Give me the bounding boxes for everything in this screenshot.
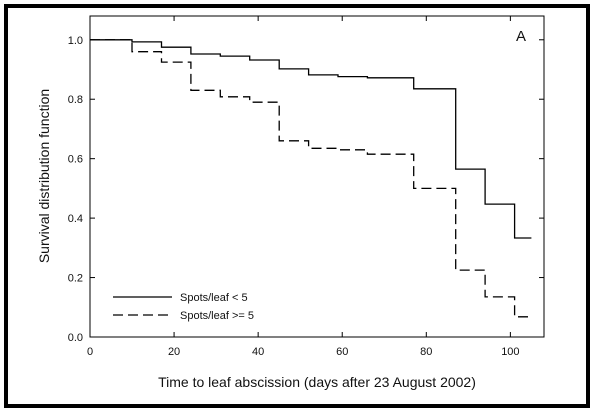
y-axis-label: Survival distribution function: [36, 89, 52, 263]
x-tick-label: 100: [501, 346, 519, 358]
x-tick-label: 40: [252, 346, 264, 358]
x-tick-label: 0: [87, 346, 93, 358]
plot-box: [89, 15, 545, 338]
x-axis: 0 20 40 60 80 100: [87, 16, 520, 358]
y-tick-label: 0.4: [68, 213, 83, 225]
x-tick-label: 60: [336, 346, 348, 358]
legend: Spots/leaf < 5 Spots/leaf >= 5: [113, 292, 254, 322]
y-tick-label: 0.2: [68, 273, 83, 285]
x-tick-label: 80: [420, 346, 432, 358]
x-axis-label: Time to leaf abscission (days after 23 A…: [158, 374, 476, 390]
outer-frame: [4, 4, 590, 408]
x-tick-label: 20: [168, 346, 180, 358]
y-tick-label: 0.0: [68, 332, 83, 344]
y-tick-label: 1.0: [68, 35, 83, 47]
y-tick-label: 0.6: [68, 154, 83, 166]
legend-label-solid: Spots/leaf < 5: [180, 292, 248, 304]
series-line-solid: [90, 39, 532, 239]
plot-area: 0 20 40 60 80 100 0.0 0.2 0.4 0.6 0.8 1.0 A Spots/…: [68, 15, 545, 358]
legend-label-dashed: Spots/leaf >= 5: [180, 310, 254, 322]
panel-label: A: [516, 28, 526, 45]
y-axis: 0.0 0.2 0.4 0.6 0.8 1.0: [68, 35, 544, 344]
series-line-dashed: [90, 39, 532, 318]
series-layer: [90, 39, 532, 318]
y-tick-label: 0.8: [68, 94, 83, 106]
